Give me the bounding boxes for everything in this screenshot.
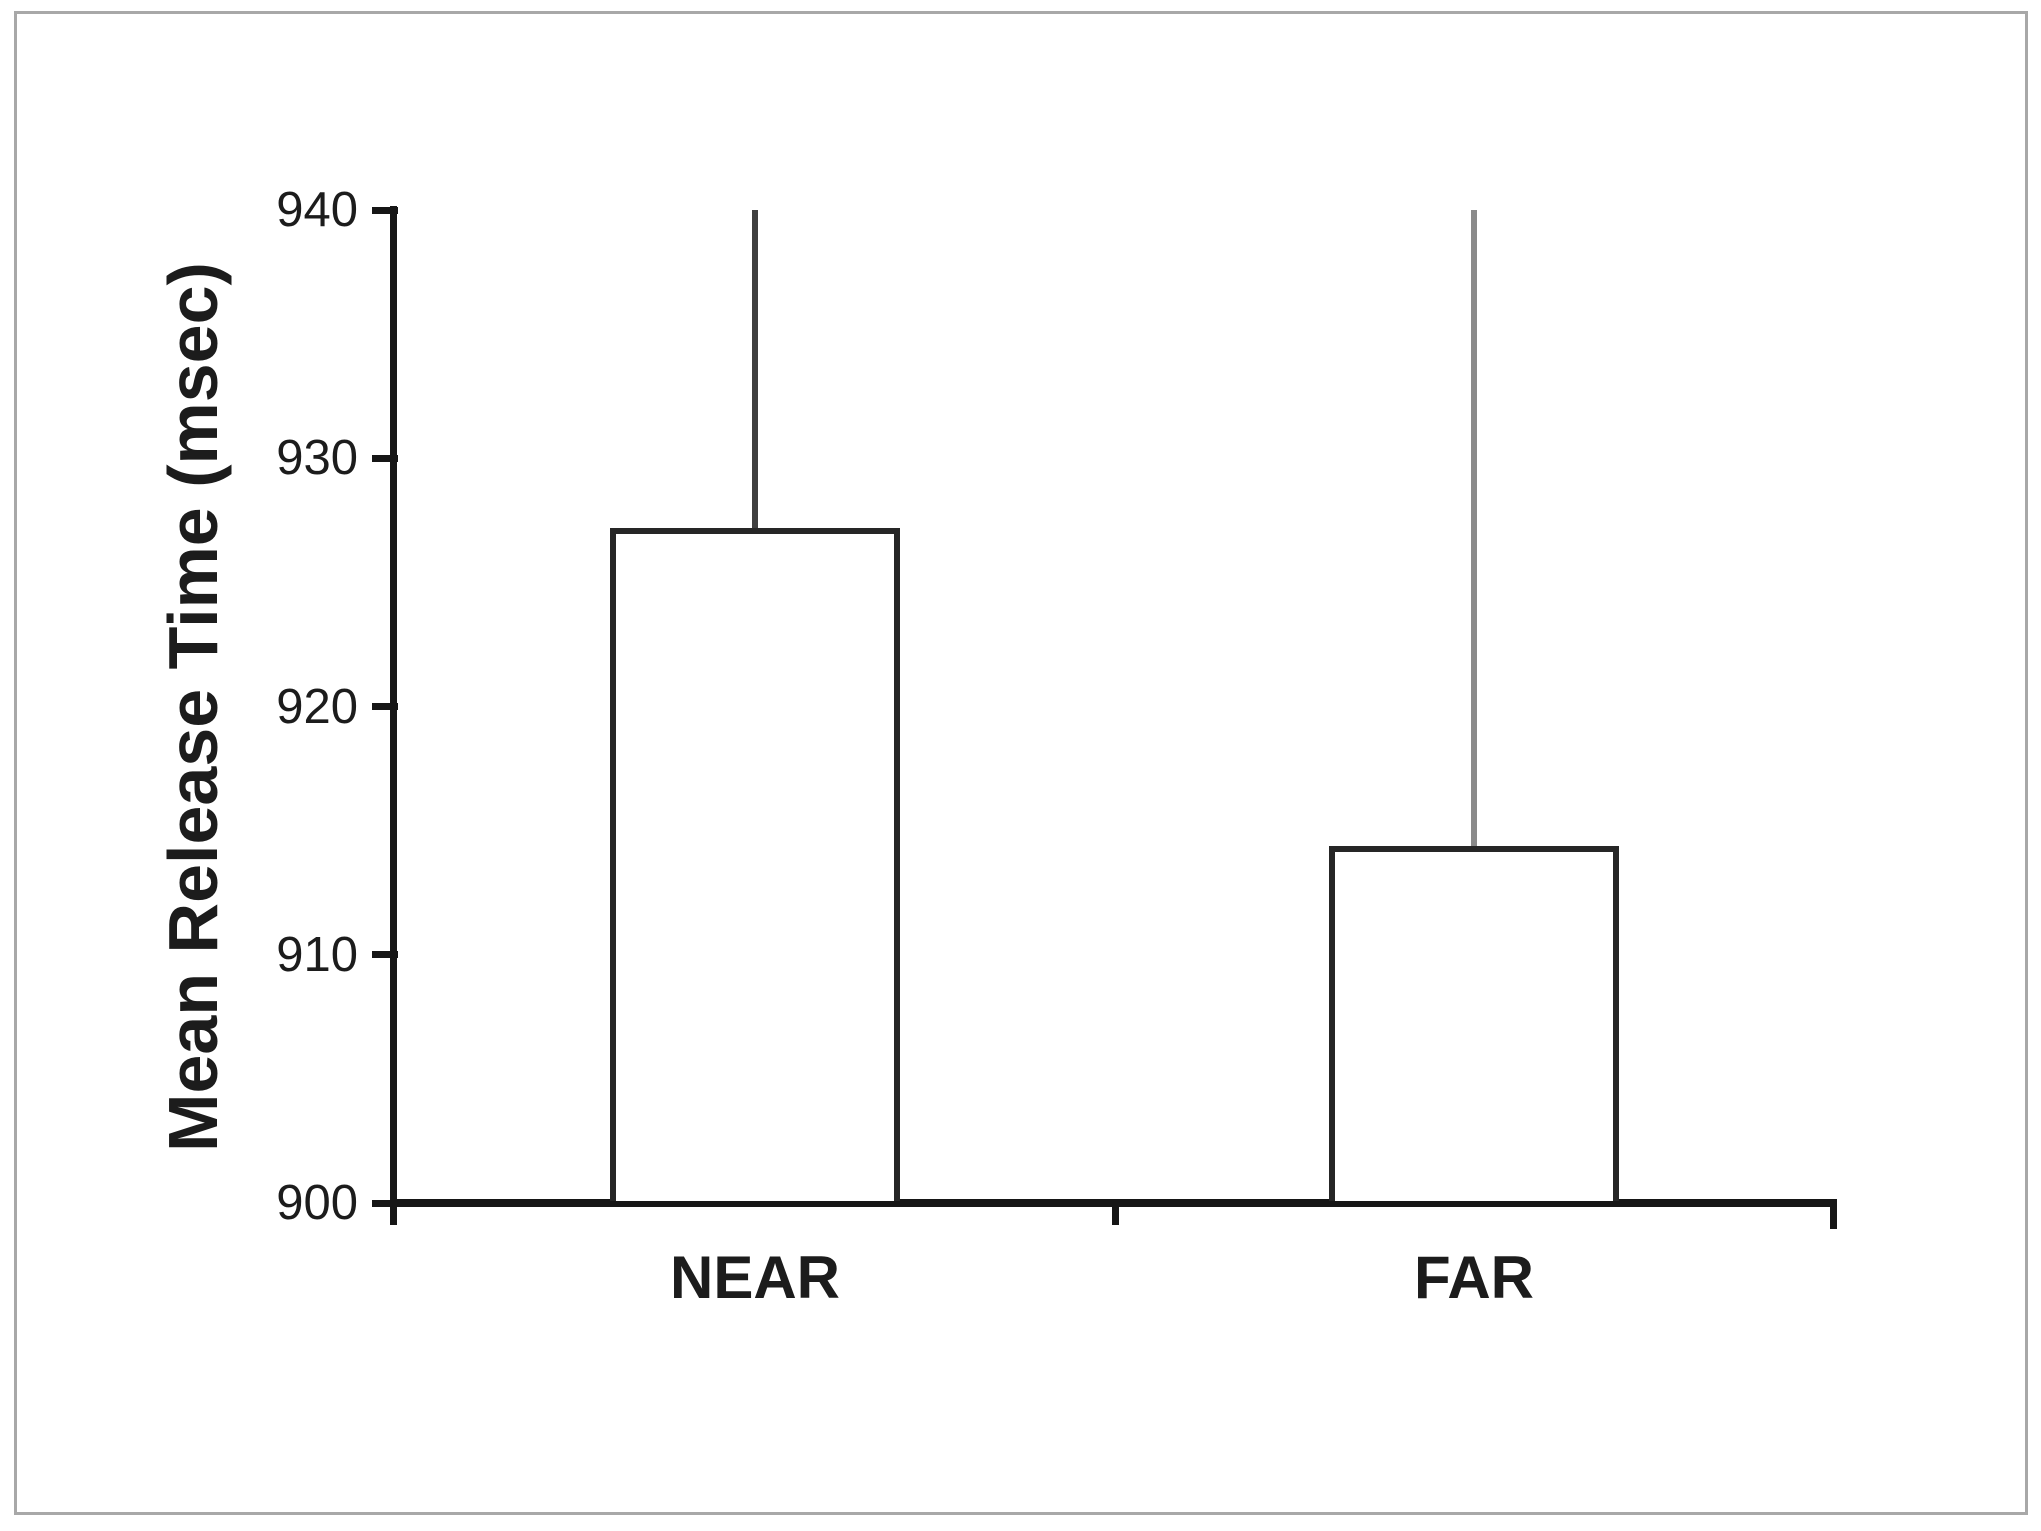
y-axis-tick — [372, 951, 398, 959]
x-axis-mid-tick — [1112, 1199, 1119, 1225]
y-tick-label: 910 — [276, 927, 358, 982]
x-category-label-near: NEAR — [669, 1244, 841, 1311]
error-bar-far — [1471, 210, 1477, 846]
x-axis-end-tick — [1830, 1199, 1837, 1229]
y-axis-tick — [372, 703, 398, 710]
y-axis-tick — [372, 1199, 398, 1207]
figure-border — [14, 11, 2028, 1515]
y-axis-tick — [372, 206, 398, 214]
y-axis-tick — [372, 454, 398, 462]
x-category-label-far: FAR — [1414, 1244, 1534, 1311]
error-bar-near — [752, 210, 758, 528]
y-tick-label: 930 — [276, 431, 358, 486]
bar-near — [610, 527, 900, 1201]
bar-far — [1329, 845, 1619, 1201]
y-tick-label: 900 — [276, 1176, 358, 1230]
y-axis-line — [390, 206, 397, 1225]
y-tick-label: 920 — [276, 679, 358, 734]
y-tick-label: 940 — [276, 183, 358, 237]
